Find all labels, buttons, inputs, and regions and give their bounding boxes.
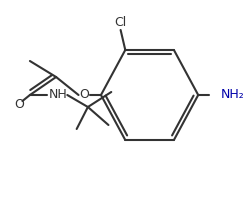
Text: O: O xyxy=(14,99,24,111)
Text: NH₂: NH₂ xyxy=(221,88,244,101)
Text: O: O xyxy=(79,88,89,101)
Text: Cl: Cl xyxy=(114,16,127,30)
Text: NH: NH xyxy=(49,88,67,101)
